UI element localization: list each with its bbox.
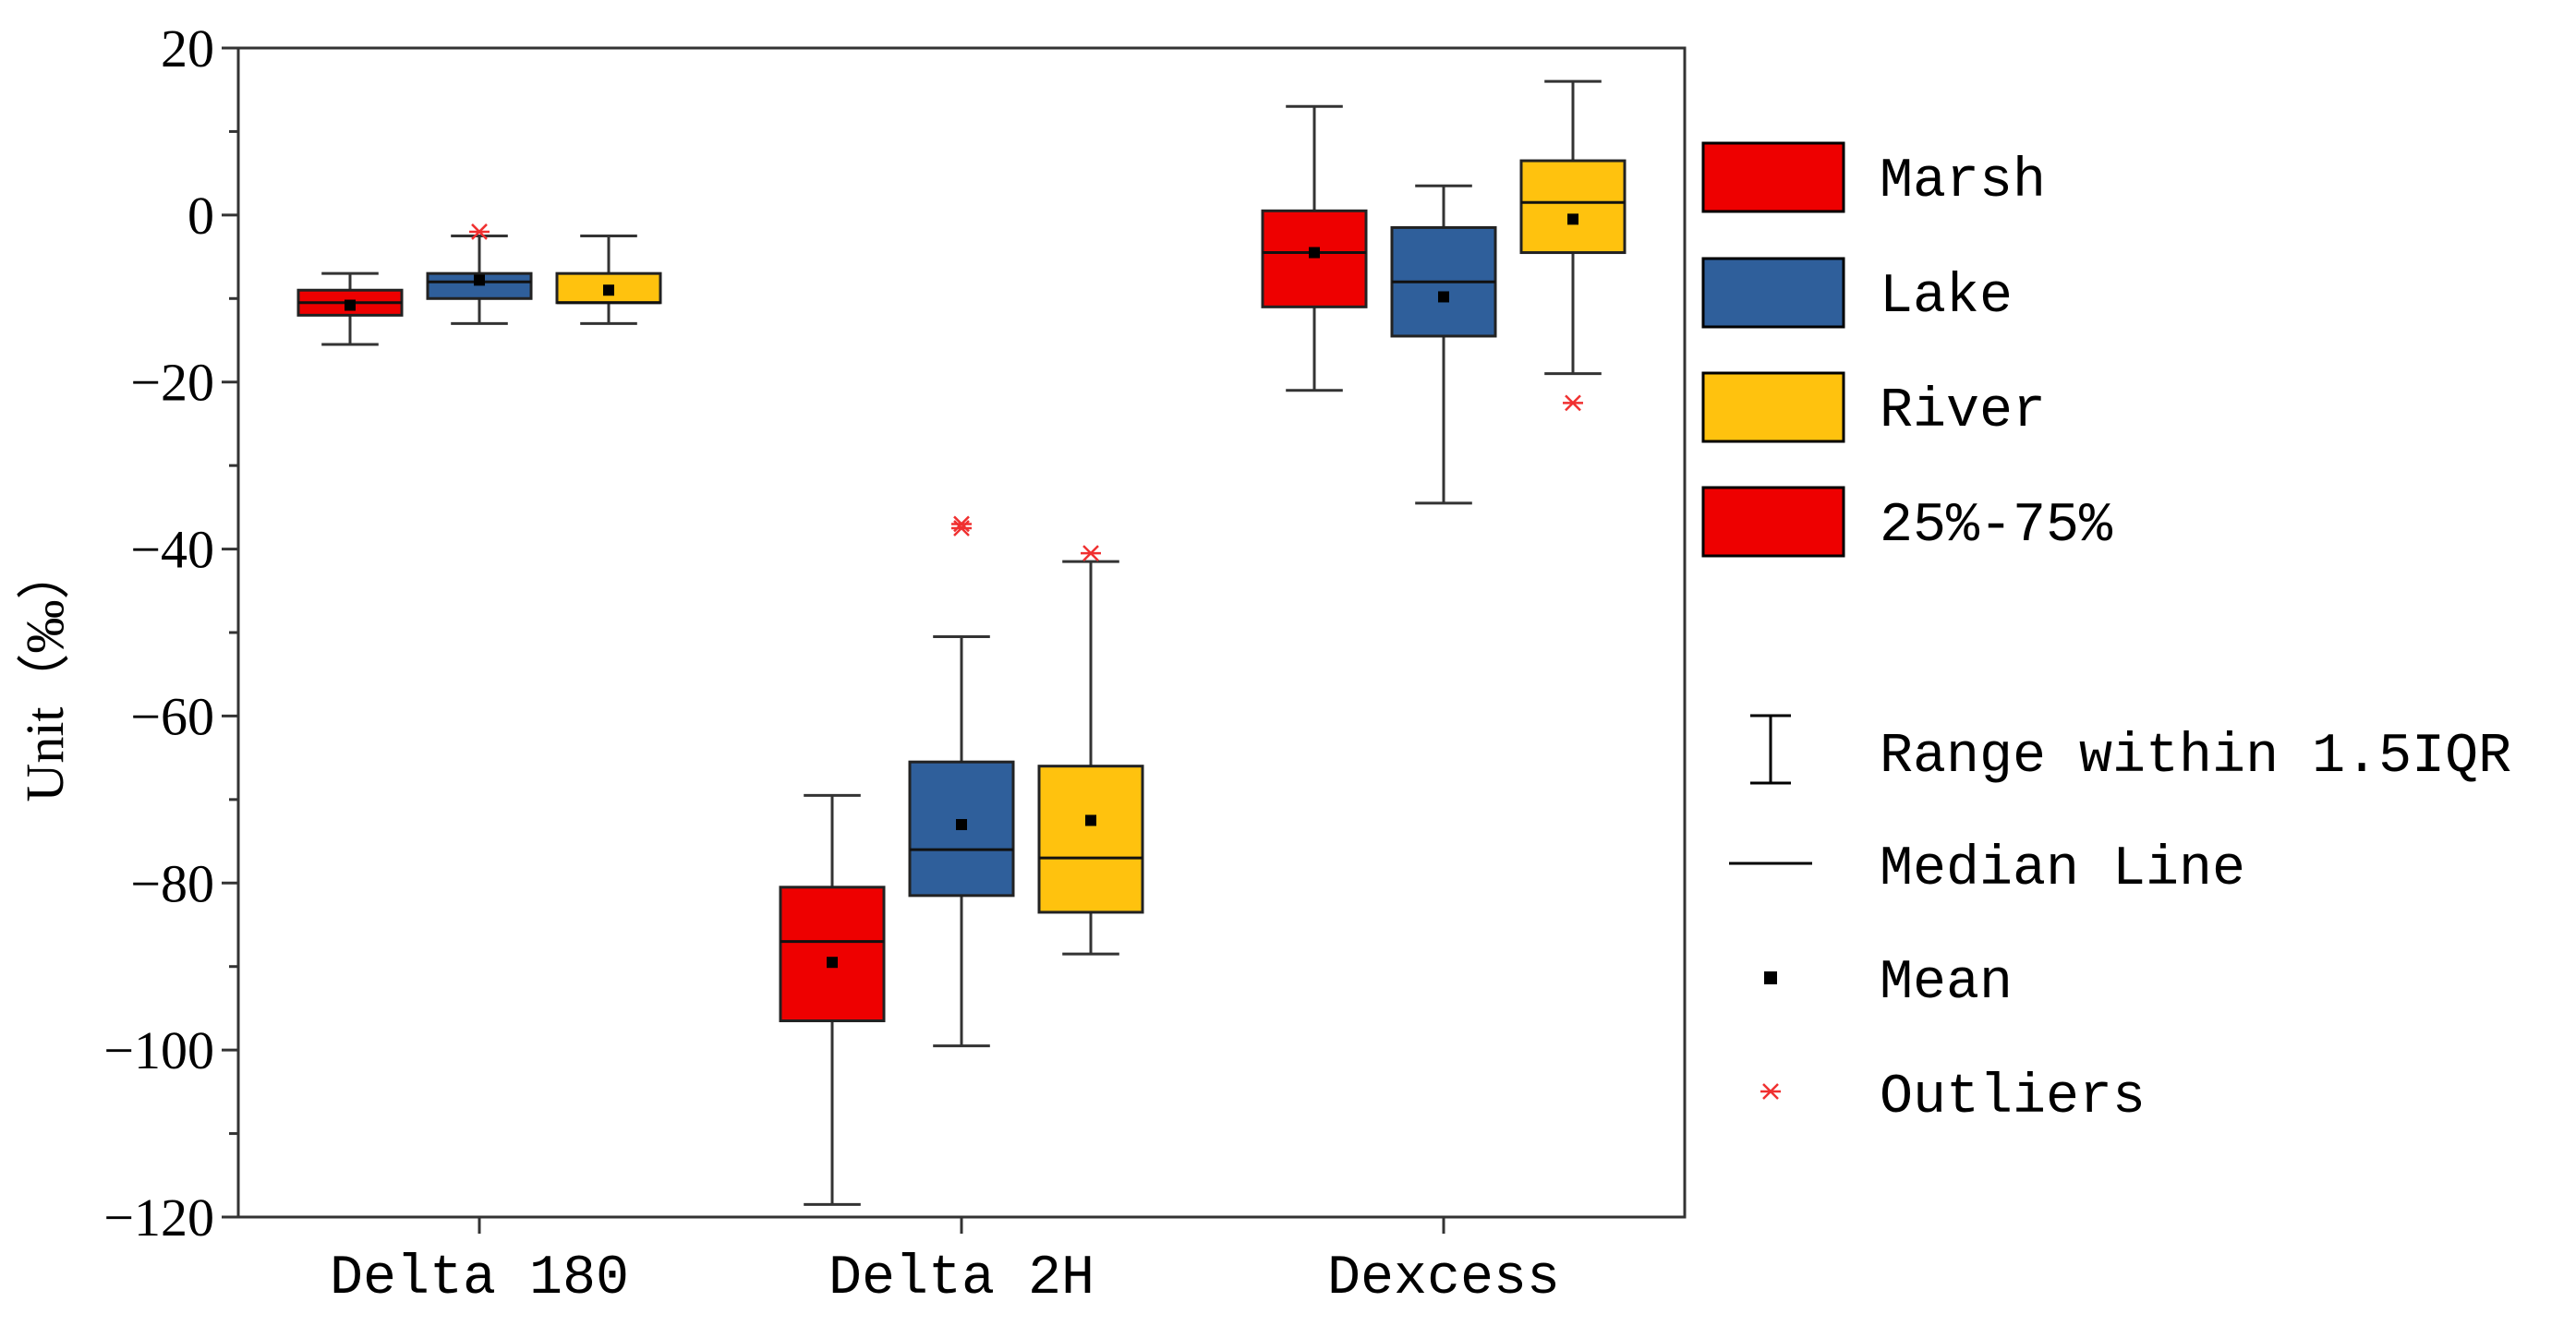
mean-marker [603, 284, 614, 296]
mean-marker [474, 274, 485, 286]
mean-marker [1309, 247, 1320, 259]
box-lake-2 [1390, 184, 1497, 505]
mean-marker [1567, 213, 1578, 225]
box-lake-1 [908, 515, 1015, 1048]
boxes [296, 79, 1627, 1206]
outlier-marker [951, 520, 972, 536]
y-tick-label: −20 [130, 353, 214, 413]
y-axis-label: Unit（‰） [15, 546, 75, 802]
legend-median-label: Median Line [1880, 838, 2245, 901]
mean-marker [345, 299, 356, 311]
y-tick-label: −100 [103, 1020, 214, 1080]
y-tick-label: −120 [103, 1187, 214, 1248]
y-tick-label: −80 [130, 853, 214, 913]
y-tick-label: 0 [187, 186, 214, 246]
legend: Marsh Lake River 25%-75% Range within 1.… [1701, 141, 2511, 1129]
mean-marker [1085, 814, 1096, 826]
legend-whisker-icon [1750, 714, 1791, 785]
axis-ticks: 20 0 −20 −40 −60 −80 −100 −120 Delta 180 Delta 2H… [103, 18, 1560, 1310]
legend-outlier-icon [1760, 1083, 1781, 1100]
iqr-box [1261, 209, 1368, 308]
x-tick-label: Delta 2H [828, 1248, 1094, 1310]
box-river-2 [1519, 79, 1627, 412]
legend-outlier-label: Outliers [1880, 1067, 2146, 1129]
box-river-1 [1037, 545, 1144, 956]
x-tick-label: Delta 180 [330, 1248, 629, 1310]
mean-marker [827, 957, 838, 969]
legend-river-swatch [1701, 371, 1845, 443]
plot-frame [236, 46, 1687, 1219]
legend-river-label: River [1880, 380, 2046, 443]
box-marsh-1 [779, 793, 886, 1206]
legend-marsh-label: Marsh [1880, 151, 2046, 213]
box-marsh-0 [296, 271, 404, 346]
outlier-marker [1563, 394, 1583, 412]
box-river-0 [555, 234, 662, 325]
legend-lake-label: Lake [1880, 266, 2013, 329]
legend-mean-icon [1764, 971, 1777, 984]
legend-iqr-label: 25%-75% [1880, 495, 2113, 558]
iqr-box [1037, 765, 1144, 914]
box-lake-0 [426, 223, 533, 325]
box-marsh-2 [1261, 104, 1368, 392]
legend-mean-label: Mean [1880, 952, 2013, 1015]
y-tick-label: −40 [130, 520, 214, 580]
legend-marsh-swatch [1701, 141, 1845, 213]
mean-marker [1438, 291, 1449, 303]
mean-marker [956, 818, 967, 830]
x-tick-label: Dexcess [1327, 1248, 1560, 1310]
legend-lake-swatch [1701, 257, 1845, 329]
legend-whisker-label: Range within 1.5IQR [1880, 726, 2511, 789]
iqr-box [779, 886, 886, 1022]
y-tick-label: −60 [130, 686, 214, 746]
y-tick-label: 20 [161, 18, 214, 78]
iqr-box [1519, 159, 1627, 255]
legend-iqr-swatch [1701, 486, 1845, 558]
outlier-marker [1081, 545, 1101, 561]
outlier-marker [469, 223, 490, 240]
